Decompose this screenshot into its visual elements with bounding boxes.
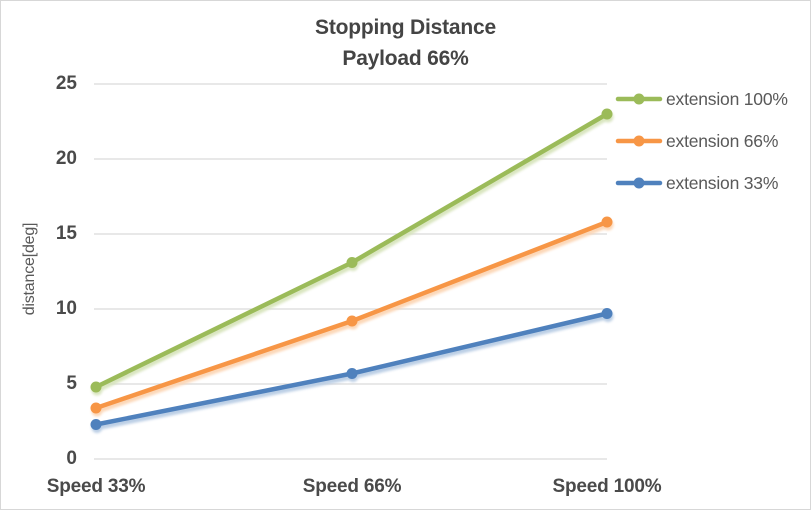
data-point-extension-66--speed-66- (346, 315, 358, 327)
data-point-extension-33--speed-100- (601, 308, 613, 319)
legend-marker-extension-33- (615, 177, 663, 189)
data-point-extension-66--speed-33- (90, 402, 102, 414)
legend-label-extension-100-: extension 100% (666, 88, 788, 109)
chart-title: Stopping Distance Payload 66% (1, 12, 810, 74)
y-tick-label-5: 5 (66, 373, 77, 394)
legend-item-extension-66-: extension 66% (615, 127, 778, 155)
legend-marker-extension-100- (615, 93, 663, 105)
legend-marker-extension-66- (615, 135, 663, 147)
legend-item-extension-33-: extension 33% (615, 169, 778, 197)
x-tick-label-speed-100-: Speed 100% (552, 476, 662, 497)
y-tick-label-10: 10 (55, 298, 77, 319)
data-point-extension-100--speed-100- (601, 108, 613, 120)
data-point-extension-100--speed-66- (346, 257, 358, 268)
chart-title-line2: Payload 66% (342, 47, 469, 70)
data-point-extension-33--speed-66- (346, 368, 358, 379)
y-tick-label-0: 0 (66, 448, 77, 469)
y-tick-label-20: 20 (55, 148, 77, 169)
legend-item-extension-100-: extension 100% (615, 85, 788, 113)
chart-title-line1: Stopping Distance (315, 16, 496, 39)
data-point-extension-100--speed-33- (90, 381, 102, 393)
series-extension-33- (90, 308, 613, 430)
legend-label-extension-33-: extension 33% (666, 172, 779, 193)
y-tick-label-15: 15 (55, 223, 77, 244)
data-point-extension-33--speed-33- (90, 419, 102, 430)
legend-label-extension-66-: extension 66% (666, 130, 779, 151)
x-tick-label-speed-33-: Speed 33% (46, 476, 146, 497)
data-point-extension-66--speed-100- (601, 216, 613, 228)
x-tick-label-speed-66-: Speed 66% (302, 476, 402, 497)
series-extension-66- (90, 216, 613, 414)
series-extension-100- (90, 108, 613, 393)
y-tick-label-25: 25 (55, 73, 77, 94)
